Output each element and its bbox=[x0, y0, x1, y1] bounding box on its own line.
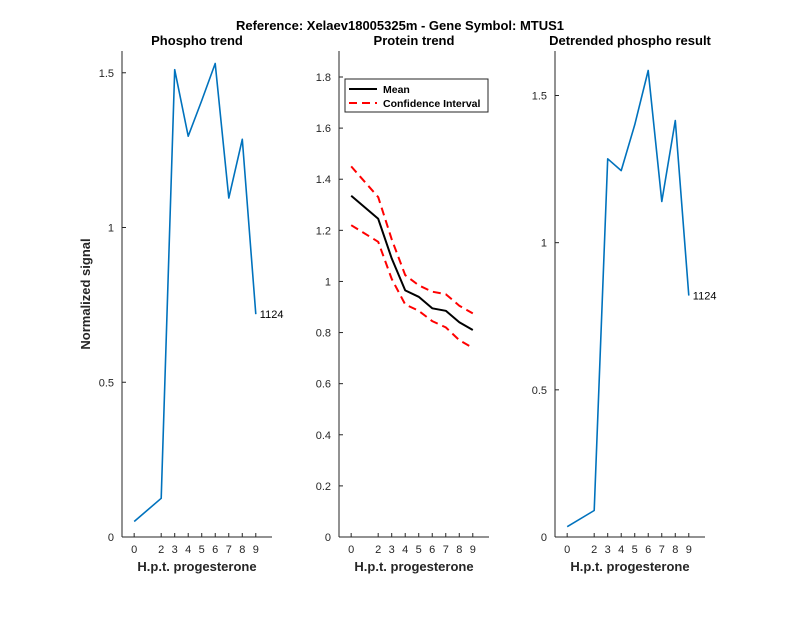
phospho-trend-x-tick-label: 8 bbox=[239, 544, 245, 556]
phospho-trend-x-tick-label: 6 bbox=[212, 544, 218, 556]
phospho-trend-y-tick-label: 1 bbox=[108, 223, 114, 235]
protein-trend-x-tick-label: 0 bbox=[348, 544, 354, 556]
protein-trend-x-tick-label: 6 bbox=[429, 544, 435, 556]
detrended-phospho-title: Detrended phospho result bbox=[549, 33, 711, 48]
protein-trend-y-tick-label: 0.8 bbox=[316, 328, 331, 340]
protein-trend-legend bbox=[344, 78, 489, 113]
phospho-trend-end-label: 1124 bbox=[260, 309, 284, 321]
phospho-trend-x-tick-label: 9 bbox=[253, 544, 259, 556]
protein-trend-x-tick-label: 7 bbox=[443, 544, 449, 556]
protein-trend-x-tick-label: 9 bbox=[470, 544, 476, 556]
detrended-phospho-x-tick-label: 6 bbox=[645, 544, 651, 556]
protein-trend-y-tick-label: 0.2 bbox=[316, 481, 331, 493]
protein-trend-title: Protein trend bbox=[374, 33, 455, 48]
phospho-trend-x-tick-label: 2 bbox=[158, 544, 164, 556]
detrended-phospho-plot-area bbox=[555, 51, 705, 537]
phospho-trend-y-tick-label: 1.5 bbox=[99, 68, 114, 80]
protein-trend-panel: 0 2 3 4 5 6 7 8 9 0 0.2 0.4 0.6 0.8 1 1.2 1.4 1.6 1.8 Prote… bbox=[316, 33, 489, 574]
figure-suptitle: Reference: Xelaev18005325m - Gene Symbol… bbox=[236, 18, 564, 33]
protein-trend-x-tick-label: 8 bbox=[456, 544, 462, 556]
protein-trend-x-tick-label: 2 bbox=[375, 544, 381, 556]
protein-trend-y-tick-label: 0.4 bbox=[316, 430, 331, 442]
detrended-phospho-end-label: 1124 bbox=[693, 291, 717, 303]
phospho-trend-x-tick-label: 4 bbox=[185, 544, 191, 556]
protein-trend-y-tick-label: 1.8 bbox=[316, 72, 331, 84]
protein-trend-series-line-0 bbox=[350, 195, 474, 331]
protein-trend-x-tick-label: 4 bbox=[402, 544, 408, 556]
detrended-phospho-x-tick-label: 7 bbox=[659, 544, 665, 556]
protein-trend-y-tick-label: 1.6 bbox=[316, 123, 331, 135]
detrended-phospho-y-tick-label: 1.5 bbox=[532, 91, 547, 103]
detrended-phospho-x-tick-label: 8 bbox=[672, 544, 678, 556]
phospho-trend-title: Phospho trend bbox=[151, 33, 243, 48]
detrended-phospho-x-tick-label: 3 bbox=[605, 544, 611, 556]
detrended-phospho-x-tick-label: 9 bbox=[686, 544, 692, 556]
protein-trend-x-label: H.p.t. progesterone bbox=[354, 559, 473, 574]
phospho-trend-y-tick-label: 0.5 bbox=[99, 377, 114, 389]
phospho-trend-y-tick-label: 0 bbox=[108, 532, 114, 544]
phospho-trend-x-tick-label: 5 bbox=[199, 544, 205, 556]
phospho-trend-panel: 0 2 3 4 5 6 7 8 9 0 0.5 1 1.5 Phospho trend H.p.t. pro… bbox=[78, 33, 283, 574]
protein-trend-y-tick-label: 1.4 bbox=[316, 174, 331, 186]
protein-trend-series-line-2 bbox=[350, 224, 474, 349]
protein-trend-y-tick-label: 0 bbox=[325, 532, 331, 544]
phospho-trend-x-tick-label: 0 bbox=[131, 544, 137, 556]
protein-trend-y-tick-label: 1 bbox=[325, 276, 331, 288]
phospho-trend-x-tick-label: 3 bbox=[172, 544, 178, 556]
phospho-trend-x-label: H.p.t. progesterone bbox=[137, 559, 256, 574]
detrended-phospho-y-tick-label: 0.5 bbox=[532, 385, 547, 397]
protein-trend-x-tick-label: 5 bbox=[416, 544, 422, 556]
detrended-phospho-x-tick-label: 0 bbox=[564, 544, 570, 556]
detrended-phospho-x-tick-label: 5 bbox=[632, 544, 638, 556]
phospho-trend-x-tick-label: 7 bbox=[226, 544, 232, 556]
detrended-phospho-panel: 0 2 3 4 5 6 7 8 9 0 0.5 1 1.5 Detrended phospho resul… bbox=[532, 33, 717, 574]
detrended-phospho-x-tick-label: 2 bbox=[591, 544, 597, 556]
phospho-trend-y-label: Normalized signal bbox=[78, 238, 93, 349]
detrended-phospho-series-line-0 bbox=[566, 69, 690, 528]
detrended-phospho-x-tick-label: 4 bbox=[618, 544, 624, 556]
protein-trend-y-tick-label: 0.6 bbox=[316, 379, 331, 391]
protein-trend-legend-label-1: Confidence Interval bbox=[383, 98, 481, 110]
protein-trend-x-tick-label: 3 bbox=[389, 544, 395, 556]
phospho-trend-series-line-0 bbox=[133, 62, 257, 523]
protein-trend-series-line-1 bbox=[350, 165, 474, 315]
phospho-trend-plot-area bbox=[122, 51, 272, 537]
detrended-phospho-x-label: H.p.t. progesterone bbox=[570, 559, 689, 574]
protein-trend-legend-label-0: Mean bbox=[383, 84, 410, 96]
detrended-phospho-y-tick-label: 0 bbox=[541, 532, 547, 544]
protein-trend-y-tick-label: 1.2 bbox=[316, 225, 331, 237]
detrended-phospho-y-tick-label: 1 bbox=[541, 238, 547, 250]
